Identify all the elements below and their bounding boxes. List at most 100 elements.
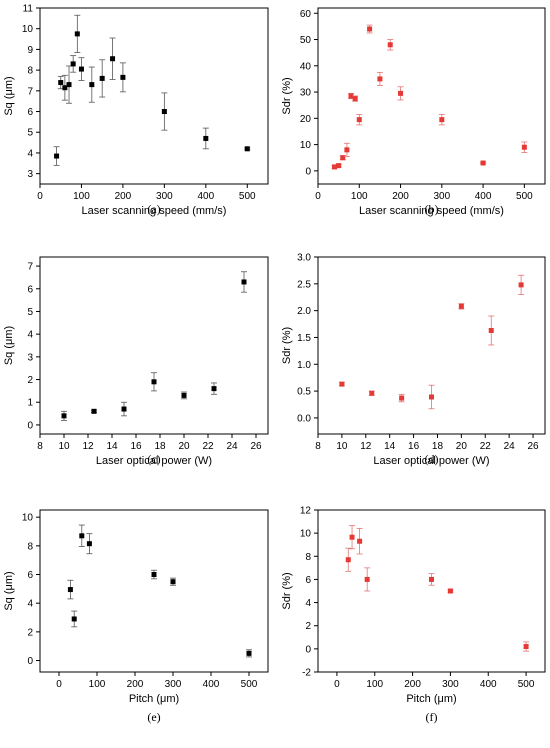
marker-square <box>488 327 494 333</box>
chart-panel-4: 8 10 12 14 16 18 20 22 24 26 0.0 0.5 1.0 1.5 2.0 2.5 3.0… <box>281 253 546 467</box>
data-point <box>447 588 454 594</box>
y-axis-label: Sdr (%) <box>281 327 293 364</box>
x-axis-label: Laser scanning speed (mm/s) <box>82 205 227 217</box>
data-point <box>438 113 445 126</box>
y-tick-label: -2 <box>302 668 311 679</box>
x-axis-label: Laser optical power (W) <box>373 455 489 467</box>
x-tick-label: 14 <box>384 441 396 452</box>
marker-square <box>62 85 68 91</box>
data-point <box>78 524 85 547</box>
data-point <box>99 59 106 98</box>
x-tick-label: 200 <box>127 679 144 690</box>
marker-square <box>480 160 486 166</box>
x-tick-label: 18 <box>154 441 166 452</box>
marker-square <box>151 379 157 385</box>
data-point <box>397 86 404 101</box>
y-tick-label: 10 <box>300 529 312 540</box>
data-point <box>151 569 157 580</box>
y-tick-label: 4 <box>27 330 33 341</box>
y-tick-label: 6 <box>27 107 33 118</box>
y-tick-label: 5 <box>27 128 33 139</box>
x-tick-label: 400 <box>197 191 214 202</box>
y-axis-label: Sdr (%) <box>281 77 293 114</box>
panel-caption: (c) <box>147 452 160 466</box>
plot-frame <box>39 7 269 185</box>
marker-square <box>369 390 375 396</box>
y-tick-label: 0 <box>27 420 33 431</box>
data-point <box>338 381 345 387</box>
chart-panel-1: 0 100 200 300 400 500 3 4 5 6 7 8 9 10 11 Laser scannin… <box>3 4 269 217</box>
y-tick-label: 1.5 <box>297 333 311 344</box>
marker-square <box>349 534 355 540</box>
x-axis-label: Laser optical power (W) <box>96 455 212 467</box>
x-tick-label: 500 <box>239 191 256 202</box>
y-tick-label: 60 <box>300 9 312 20</box>
y-tick-label: 2 <box>27 627 33 638</box>
y-tick-label: 10 <box>22 24 34 35</box>
y-tick-label: 6 <box>27 284 33 295</box>
x-tick-label: 16 <box>408 441 420 452</box>
y-tick-label: 6 <box>27 570 33 581</box>
x-tick-label: 300 <box>442 679 459 690</box>
data-point <box>352 95 359 102</box>
x-tick-label: 500 <box>518 679 535 690</box>
marker-square <box>340 155 346 161</box>
y-axis-label: Sdr (%) <box>281 572 293 609</box>
marker-square <box>377 76 383 82</box>
x-tick-label: 100 <box>366 679 383 690</box>
marker-square <box>170 579 176 585</box>
marker-square <box>89 82 95 88</box>
marker-square <box>399 395 405 401</box>
panel-caption: (e) <box>147 710 160 724</box>
data-point <box>335 163 342 169</box>
marker-square <box>398 90 404 96</box>
data-point <box>387 39 394 51</box>
x-tick-label: 200 <box>115 191 132 202</box>
x-tick-label: 16 <box>130 441 142 452</box>
x-tick-label: 300 <box>165 679 182 690</box>
marker-square <box>429 394 434 400</box>
x-tick-label: 400 <box>475 191 492 202</box>
x-tick-label: 14 <box>106 441 118 452</box>
marker-square <box>523 644 529 650</box>
marker-square <box>79 533 85 539</box>
x-tick-label: 200 <box>392 191 409 202</box>
marker-square <box>70 61 76 67</box>
data-point <box>67 579 74 600</box>
data-point <box>121 401 127 417</box>
y-tick-label: 2 <box>305 621 311 632</box>
marker-square <box>91 408 97 414</box>
marker-square <box>86 541 92 547</box>
data-point <box>211 382 217 395</box>
data-point <box>66 65 73 104</box>
marker-square <box>54 153 60 159</box>
y-axis-label: Sq (μm) <box>3 326 15 365</box>
marker-square <box>356 117 362 123</box>
data-point <box>202 127 209 150</box>
x-tick-label: 12 <box>360 441 372 452</box>
data-point <box>521 141 528 153</box>
x-tick-label: 200 <box>404 679 421 690</box>
marker-square <box>99 75 105 81</box>
x-tick-label: 300 <box>156 191 173 202</box>
x-axis-label: Pitch (μm) <box>406 693 456 705</box>
data-point <box>339 155 346 161</box>
x-tick-label: 26 <box>527 441 539 452</box>
x-tick-label: 500 <box>241 679 258 690</box>
data-point <box>53 146 60 166</box>
data-point <box>119 62 126 93</box>
y-tick-label: 1.0 <box>297 360 311 371</box>
marker-square <box>151 572 157 578</box>
data-point <box>343 142 350 157</box>
y-tick-label: 40 <box>300 61 312 72</box>
data-point <box>523 641 530 652</box>
data-point <box>88 66 95 103</box>
data-point <box>181 391 187 400</box>
y-tick-label: 0.5 <box>297 387 311 398</box>
data-point <box>86 533 93 555</box>
y-tick-label: 11 <box>23 4 34 15</box>
marker-square <box>58 80 64 86</box>
x-tick-label: 100 <box>73 191 90 202</box>
x-tick-label: 10 <box>336 441 348 452</box>
